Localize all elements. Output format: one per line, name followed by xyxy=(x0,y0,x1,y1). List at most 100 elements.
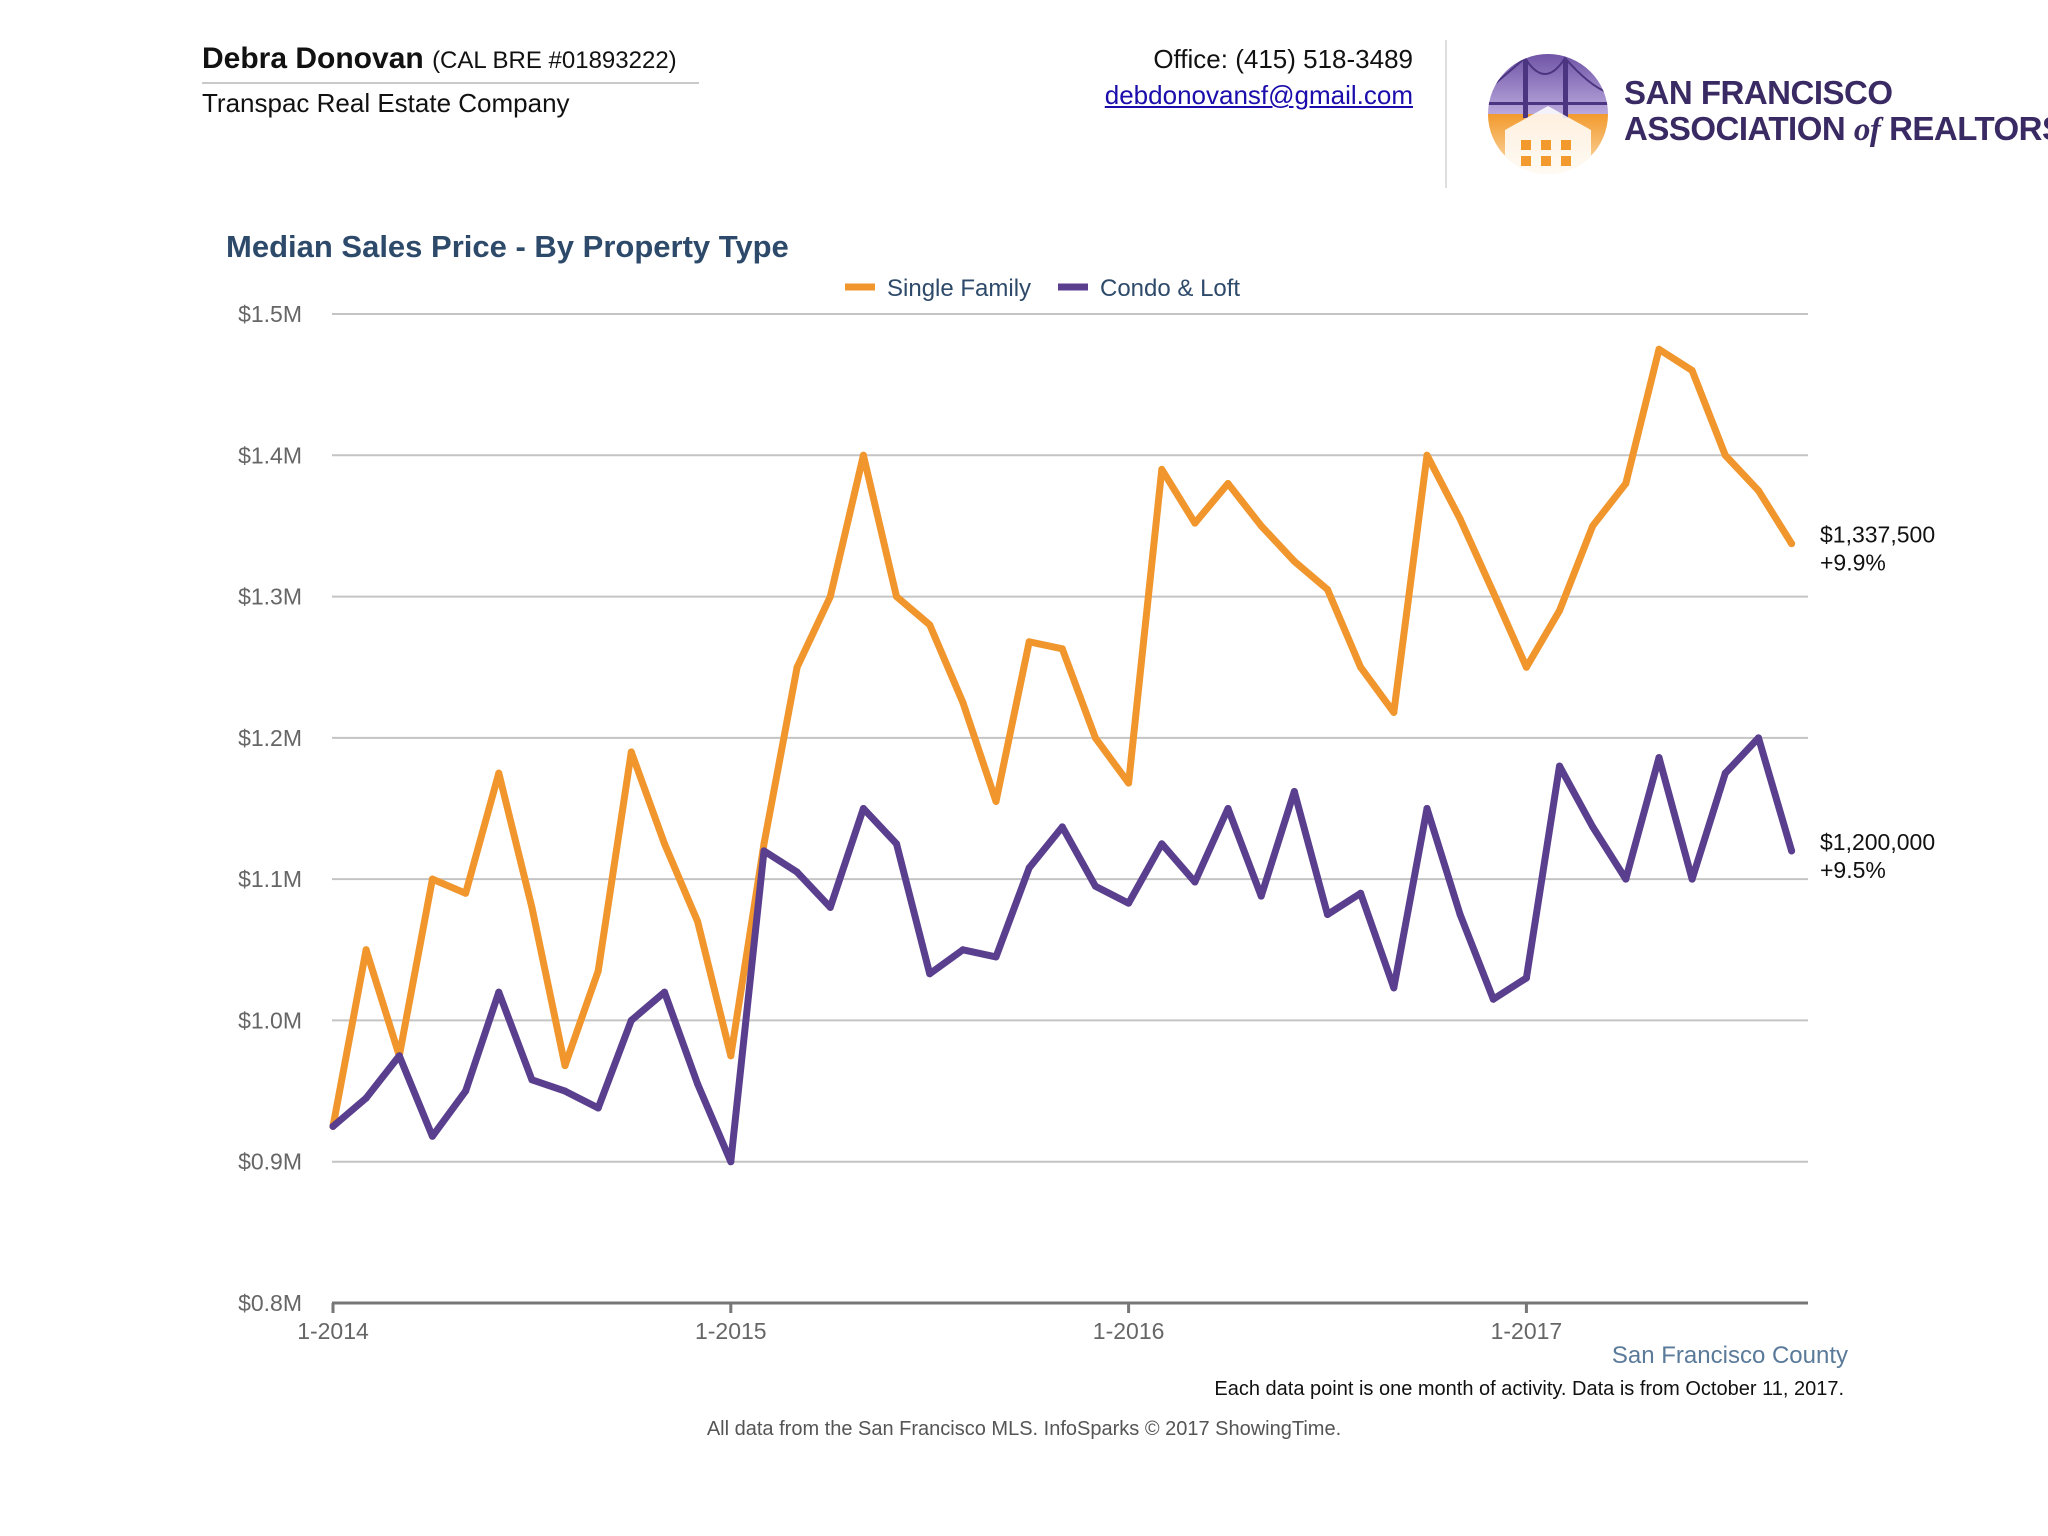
data-point xyxy=(428,1132,436,1140)
x-tick-label: 1-2015 xyxy=(695,1318,767,1344)
data-point xyxy=(793,663,801,671)
data-point xyxy=(893,593,901,601)
data-point xyxy=(1721,769,1729,777)
data-point xyxy=(694,1080,702,1088)
data-point xyxy=(1025,638,1033,646)
data-point xyxy=(992,953,1000,961)
data-point xyxy=(1556,607,1564,615)
y-tick-label: $0.9M xyxy=(238,1149,302,1175)
data-point xyxy=(627,748,635,756)
data-point xyxy=(727,1052,735,1060)
data-point xyxy=(1390,708,1398,716)
data-point xyxy=(362,946,370,954)
end-change-label: +9.5% xyxy=(1820,857,1886,883)
data-point xyxy=(926,970,934,978)
data-point xyxy=(1655,345,1663,353)
data-point xyxy=(395,1052,403,1060)
data-point xyxy=(528,1076,536,1084)
data-point xyxy=(1423,451,1431,459)
data-point xyxy=(893,840,901,848)
data-point xyxy=(594,967,602,975)
data-point xyxy=(462,1087,470,1095)
data-point xyxy=(495,769,503,777)
data-point xyxy=(1290,557,1298,565)
data-point xyxy=(594,1104,602,1112)
data-point xyxy=(1357,889,1365,897)
data-point xyxy=(1191,519,1199,527)
data-point xyxy=(661,840,668,848)
data-point xyxy=(1091,734,1099,742)
data-point xyxy=(627,1016,635,1024)
data-point xyxy=(1489,995,1497,1003)
end-value-label: $1,200,000 xyxy=(1820,829,1935,855)
y-tick-label: $0.8M xyxy=(238,1290,302,1316)
data-point xyxy=(1456,515,1464,523)
data-point xyxy=(1224,805,1232,812)
data-point xyxy=(926,621,934,629)
data-point xyxy=(1788,847,1796,855)
logo-text-association: ASSOCIATION xyxy=(1624,110,1854,147)
agent-license: (CAL BRE #01893222) xyxy=(432,47,677,74)
data-point xyxy=(661,988,668,996)
data-point xyxy=(329,1122,337,1130)
data-point xyxy=(1257,522,1265,530)
data-point xyxy=(1324,910,1331,918)
agent-name-text: Debra Donovan xyxy=(202,42,424,75)
region-label: San Francisco County xyxy=(1611,1342,1848,1369)
chart-title: Median Sales Price - By Property Type xyxy=(226,229,789,264)
golden-gate-bridge-house-icon xyxy=(1488,54,1608,174)
data-point xyxy=(1091,882,1099,890)
data-point xyxy=(1025,864,1033,872)
data-point xyxy=(1788,540,1796,548)
logo-text-line2: ASSOCIATION of REALTORS® xyxy=(1624,110,2048,149)
agent-name: Debra Donovan (CAL BRE #01893222) xyxy=(202,42,677,76)
data-point xyxy=(1423,805,1431,812)
data-point xyxy=(1290,788,1298,796)
data-point xyxy=(1058,823,1066,831)
y-tick-label: $1.2M xyxy=(238,725,302,751)
data-point xyxy=(561,1062,569,1070)
data-point xyxy=(1058,645,1066,653)
data-point xyxy=(428,875,436,883)
data-point xyxy=(1456,910,1464,918)
data-point xyxy=(1754,734,1762,742)
legend-label: Condo & Loft xyxy=(1100,275,1240,302)
data-point xyxy=(1522,974,1530,982)
data-point xyxy=(1589,522,1597,530)
y-tick-label: $1.5M xyxy=(238,301,302,327)
data-point xyxy=(826,593,834,601)
axes: $0.8M $0.9M $1.0M $1.1M $1.2M $1.3M $1.4M $1.5M… xyxy=(238,301,1808,1344)
data-point xyxy=(1589,823,1597,831)
data-point xyxy=(694,918,702,926)
data-note: Each data point is one month of activity… xyxy=(1214,1378,1844,1400)
y-tick-label: $1.4M xyxy=(238,442,302,468)
data-point xyxy=(1257,892,1265,900)
data-point xyxy=(992,797,1000,805)
data-point xyxy=(528,903,536,911)
legend: Single Family Condo & Loft xyxy=(845,275,1240,302)
data-point xyxy=(1754,487,1762,495)
data-point xyxy=(1324,586,1331,594)
source-note: All data from the San Francisco MLS. Inf… xyxy=(706,1418,1342,1440)
header-divider xyxy=(1445,40,1447,188)
data-point xyxy=(1357,663,1365,671)
data-point xyxy=(1522,663,1530,671)
data-point xyxy=(1390,984,1398,992)
x-tick-label: 1-2016 xyxy=(1093,1318,1165,1344)
y-tick-label: $1.3M xyxy=(238,584,302,610)
data-point xyxy=(1158,840,1166,848)
y-tick-label: $1.1M xyxy=(238,866,302,892)
end-change-label: +9.9% xyxy=(1820,550,1886,576)
x-tick-label: 1-2014 xyxy=(297,1318,369,1344)
grid-lines xyxy=(332,313,1808,1163)
logo-text-line1: SAN FRANCISCO xyxy=(1624,74,1893,111)
agent-underline xyxy=(202,82,699,84)
x-tick-label: 1-2017 xyxy=(1491,1318,1563,1344)
y-tick-label: $1.0M xyxy=(238,1007,302,1033)
data-point xyxy=(1688,875,1696,883)
data-point xyxy=(462,889,470,897)
data-point xyxy=(959,699,967,707)
data-point xyxy=(859,451,867,459)
agent-email-link[interactable]: debdonovansf@gmail.com xyxy=(1104,80,1413,110)
